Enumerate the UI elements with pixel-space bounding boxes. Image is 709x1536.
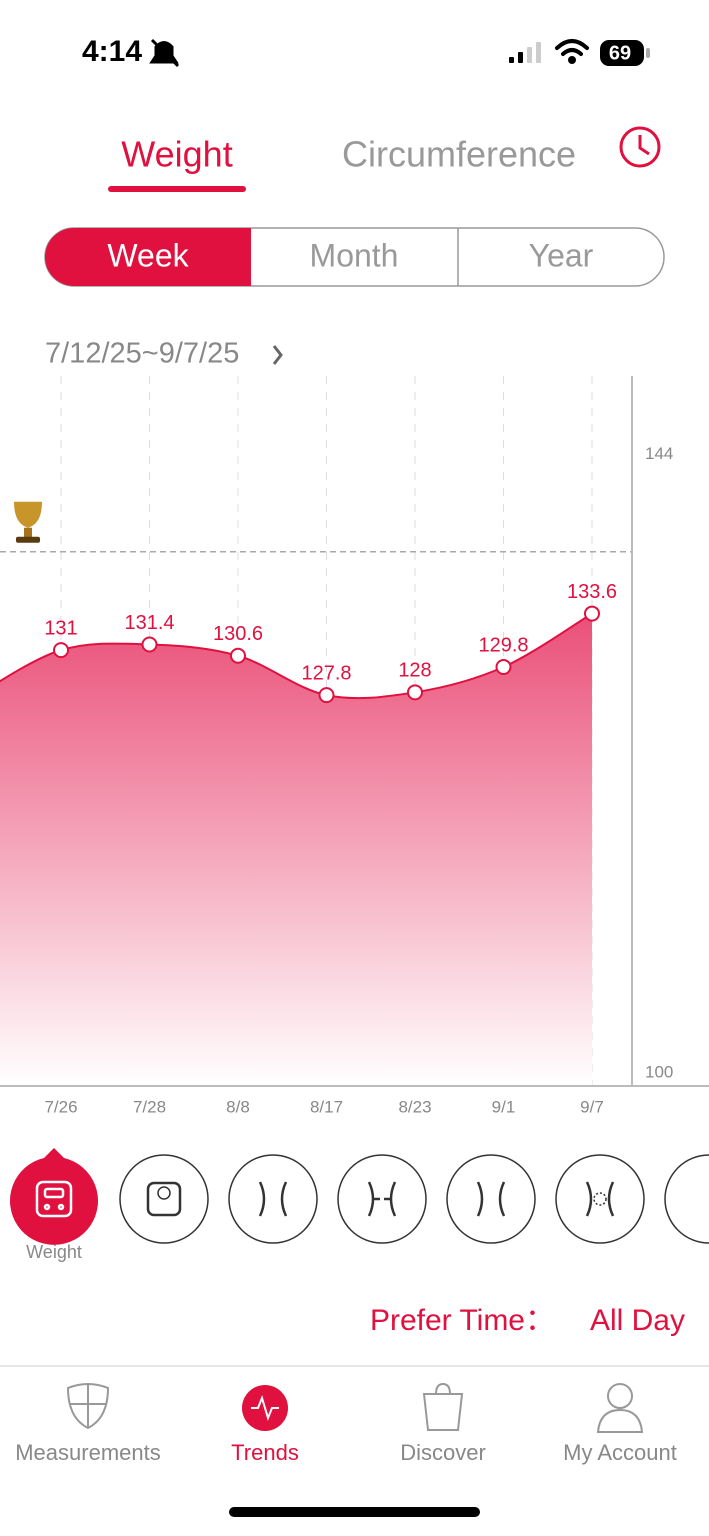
point [230, 647, 246, 664]
chart: 7/26 7/28 8/8 8/17 8/23 9/1 9/7 100 144 131 131.4 1… [0, 376, 709, 1116]
trophy-part [24, 527, 32, 538]
y-tick-label: 100 [645, 1062, 673, 1081]
nav-icons [66, 1382, 644, 1433]
x-tick-label: 7/28 [133, 1097, 166, 1116]
point [53, 642, 69, 659]
battery-tip [646, 48, 650, 58]
data-label: 133.6 [567, 581, 617, 603]
trophy-icon [14, 501, 42, 543]
battery-level: 69 [609, 42, 631, 64]
tab-underline [108, 186, 246, 192]
trophy-part [16, 536, 40, 543]
prefer-time-value[interactable]: All Day [590, 1304, 685, 1337]
data-label: 131 [44, 617, 77, 639]
data-label: 127.8 [301, 662, 351, 684]
metric-icon [35, 1180, 73, 1218]
segment[interactable]: Month [310, 237, 399, 273]
x-tick-label: 8/17 [310, 1097, 343, 1116]
prefer-time-label: Prefer Time： [370, 1304, 555, 1337]
point [495, 659, 512, 676]
signal-icon [509, 42, 541, 63]
point [584, 605, 600, 622]
segment[interactable]: Week [107, 237, 189, 273]
nav-item[interactable]: Trends [231, 1440, 299, 1465]
wifi-icon [555, 39, 589, 64]
segment[interactable]: Year [529, 237, 594, 273]
pulse-icon [251, 1394, 279, 1422]
home-indicator [229, 1507, 480, 1517]
data-label: 131.4 [124, 612, 174, 634]
tab[interactable]: Circumference [342, 134, 576, 175]
x-tick-label: 9/1 [492, 1097, 516, 1116]
data-label: 128 [398, 660, 431, 682]
x-tick-label: 8/8 [226, 1097, 250, 1116]
nav-item[interactable]: My Account [563, 1440, 677, 1465]
segment-selected [45, 228, 251, 286]
data-label: 129.8 [478, 634, 528, 656]
data-label: 130.6 [213, 623, 263, 645]
battery [600, 40, 644, 66]
y-tick-label: 144 [645, 444, 673, 463]
date-range[interactable]: 7/12/25~9/7/25 [45, 338, 239, 370]
nav-item[interactable]: Discover [400, 1440, 486, 1465]
metric-label: Weight [26, 1242, 82, 1262]
point [318, 687, 335, 704]
x-tick-label: 8/23 [398, 1097, 431, 1116]
trophy-part [14, 501, 42, 528]
nav-item[interactable]: Measurements [15, 1440, 161, 1465]
point [407, 684, 423, 701]
history-button[interactable] [619, 126, 661, 168]
x-tick-label: 7/26 [44, 1097, 77, 1116]
x-tick-label: 9/7 [580, 1097, 604, 1116]
tab[interactable]: Weight [121, 134, 232, 175]
point [141, 636, 158, 653]
area [0, 613, 592, 1086]
metric-buttons[interactable] [119, 1154, 709, 1244]
chevron [272, 345, 283, 365]
mute-icon [149, 38, 180, 68]
clock: 4:14 [82, 35, 142, 68]
